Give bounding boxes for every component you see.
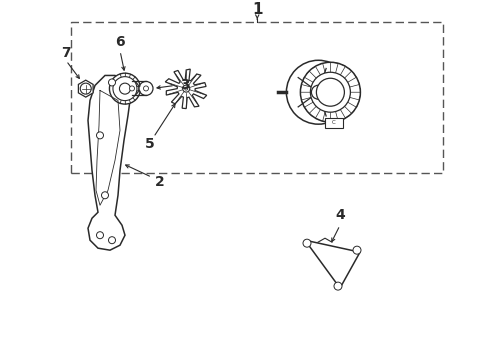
Circle shape bbox=[303, 239, 311, 247]
Circle shape bbox=[310, 72, 350, 112]
Circle shape bbox=[183, 85, 190, 92]
Text: 5: 5 bbox=[145, 138, 154, 151]
Circle shape bbox=[97, 132, 103, 139]
Circle shape bbox=[139, 81, 153, 95]
Bar bbox=[71, 22, 443, 173]
Circle shape bbox=[300, 62, 361, 122]
Text: 7: 7 bbox=[61, 46, 71, 60]
Circle shape bbox=[312, 85, 325, 99]
Text: 4: 4 bbox=[335, 208, 345, 222]
Circle shape bbox=[108, 79, 116, 86]
Circle shape bbox=[144, 86, 148, 91]
Circle shape bbox=[185, 87, 188, 90]
Polygon shape bbox=[88, 76, 130, 250]
Circle shape bbox=[109, 73, 141, 104]
Circle shape bbox=[334, 282, 342, 290]
Circle shape bbox=[101, 192, 108, 199]
Text: 2: 2 bbox=[155, 175, 165, 189]
Text: 6: 6 bbox=[115, 35, 125, 49]
Circle shape bbox=[80, 83, 91, 94]
Circle shape bbox=[129, 86, 134, 91]
Polygon shape bbox=[165, 69, 207, 109]
Text: 3: 3 bbox=[180, 78, 190, 93]
Bar bbox=[325, 118, 343, 128]
Polygon shape bbox=[78, 80, 93, 97]
Circle shape bbox=[125, 81, 139, 95]
Circle shape bbox=[317, 78, 344, 106]
Circle shape bbox=[97, 232, 103, 239]
Polygon shape bbox=[305, 240, 360, 288]
Circle shape bbox=[286, 60, 350, 124]
Circle shape bbox=[113, 77, 137, 100]
Circle shape bbox=[120, 83, 130, 94]
Text: 1: 1 bbox=[252, 2, 263, 17]
Text: C: C bbox=[331, 120, 335, 125]
Circle shape bbox=[353, 246, 361, 254]
Circle shape bbox=[108, 237, 116, 244]
